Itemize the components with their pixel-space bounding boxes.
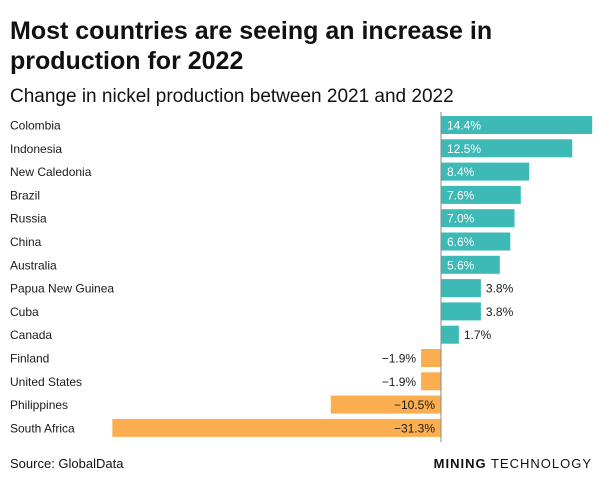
category-label: Finland <box>10 352 49 366</box>
category-label: Russia <box>10 212 47 226</box>
category-label: Philippines <box>10 398 68 412</box>
value-label: 3.8% <box>486 282 514 296</box>
value-label: 12.5% <box>447 142 481 156</box>
bar <box>441 325 459 344</box>
bar <box>441 279 481 298</box>
value-label: 7.0% <box>447 212 475 226</box>
bar <box>441 116 593 134</box>
bar <box>441 162 530 181</box>
value-label: 1.7% <box>464 328 492 342</box>
category-label: Brazil <box>10 188 40 202</box>
value-label: −1.9% <box>382 375 417 389</box>
logo-bold: MINING <box>433 456 487 471</box>
bar <box>441 302 481 321</box>
value-label: 6.6% <box>447 235 475 249</box>
category-label: Colombia <box>10 119 61 133</box>
category-label: China <box>10 235 42 249</box>
value-label: 5.6% <box>447 258 475 272</box>
category-label: New Caledonia <box>10 165 92 179</box>
logo-light: TECHNOLOGY <box>486 456 592 471</box>
value-label: −1.9% <box>382 352 417 366</box>
bar <box>112 418 441 437</box>
value-label: 7.6% <box>447 188 475 202</box>
bar <box>421 372 441 391</box>
bar <box>441 139 573 158</box>
value-label: 14.4% <box>447 119 481 133</box>
category-label: United States <box>10 375 82 389</box>
bar <box>441 255 500 274</box>
bar <box>330 395 441 414</box>
category-label: Papua New Guinea <box>10 282 114 296</box>
chart-title: Most countries are seeing an increase in… <box>10 17 493 75</box>
value-label: 8.4% <box>447 165 475 179</box>
value-label: −10.5% <box>394 398 435 412</box>
bar <box>421 349 441 367</box>
category-label: South Africa <box>10 421 75 435</box>
bar <box>441 232 511 251</box>
category-label: Australia <box>10 258 57 272</box>
value-label: −31.3% <box>394 421 435 435</box>
bar <box>441 209 515 228</box>
value-label: 3.8% <box>486 305 514 319</box>
category-label: Indonesia <box>10 142 62 156</box>
chart-subtitle: Change in nickel production between 2021… <box>10 86 454 107</box>
category-label: Canada <box>10 328 52 342</box>
source-note: Source: GlobalData <box>10 456 124 471</box>
category-label: Cuba <box>10 305 39 319</box>
bar <box>441 185 521 204</box>
brand-logo: MINING TECHNOLOGY <box>434 456 592 471</box>
